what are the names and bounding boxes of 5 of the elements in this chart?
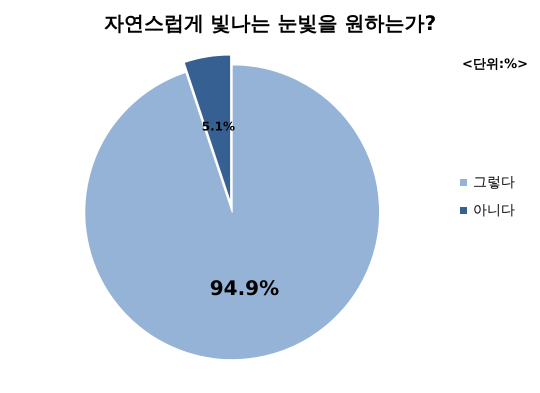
data-label: 94.9% xyxy=(210,276,280,300)
chart-title: 자연스럽게 빛나는 눈빛을 원하는가? xyxy=(104,11,436,35)
legend-label: 그렇다 xyxy=(473,174,515,190)
text: <단위:%> xyxy=(462,57,528,72)
legend-label: 아니다 xyxy=(473,202,515,218)
